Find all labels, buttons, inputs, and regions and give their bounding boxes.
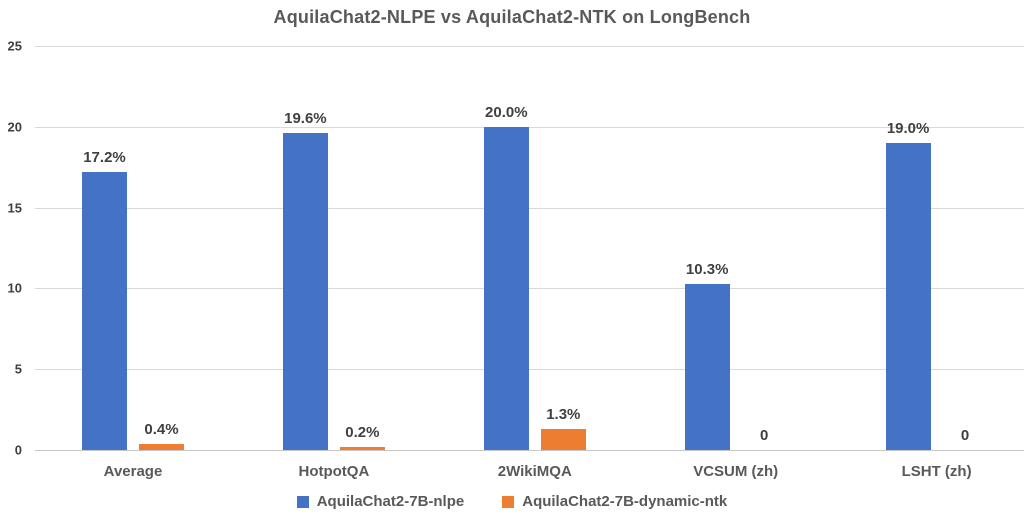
y-axis-tick-15: 15 bbox=[7, 200, 22, 216]
bar-AquilaChat2-7B-dynamic-ntk-HotpotQA bbox=[339, 446, 385, 450]
legend: AquilaChat2-7B-nlpe AquilaChat2-7B-dynam… bbox=[0, 493, 1024, 510]
bar-AquilaChat2-7B-nlpe-HotpotQA bbox=[282, 133, 328, 450]
bar-AquilaChat2-7B-dynamic-ntk-2WikiMQA bbox=[540, 428, 586, 450]
chart-title: AquilaChat2-NLPE vs AquilaChat2-NTK on L… bbox=[273, 7, 751, 27]
value-label-AquilaChat2-7B-nlpe-HotpotQA: 19.6% bbox=[284, 110, 327, 128]
gridline-15 bbox=[35, 207, 1024, 209]
gridline-10 bbox=[35, 288, 1024, 290]
x-axis-label-LSHT (zh): LSHT (zh) bbox=[901, 463, 972, 480]
bar-AquilaChat2-7B-nlpe-2WikiMQA bbox=[483, 126, 529, 450]
bar-AquilaChat2-7B-nlpe-VCSUM (zh) bbox=[684, 283, 730, 450]
gridline-20 bbox=[35, 126, 1024, 128]
legend-item-nlpe: AquilaChat2-7B-nlpe bbox=[296, 493, 465, 510]
value-label-AquilaChat2-7B-dynamic-ntk-2WikiMQA: 1.3% bbox=[546, 405, 581, 423]
value-label-AquilaChat2-7B-nlpe-2WikiMQA: 20.0% bbox=[485, 103, 528, 121]
y-axis-tick-20: 20 bbox=[7, 119, 22, 135]
legend-swatch-nlpe bbox=[296, 495, 309, 508]
y-axis-tick-0: 0 bbox=[14, 442, 22, 458]
value-label-AquilaChat2-7B-nlpe-Average: 17.2% bbox=[83, 149, 126, 167]
y-axis-tick-25: 25 bbox=[7, 38, 22, 54]
legend-item-dynamic-ntk: AquilaChat2-7B-dynamic-ntk bbox=[502, 493, 727, 510]
y-axis-tick-5: 5 bbox=[14, 361, 22, 377]
value-label-AquilaChat2-7B-nlpe-LSHT (zh): 19.0% bbox=[886, 119, 930, 137]
legend-label-dynamic-ntk: AquilaChat2-7B-dynamic-ntk bbox=[522, 493, 728, 510]
value-label-AquilaChat2-7B-dynamic-ntk-HotpotQA: 0.2% bbox=[345, 423, 380, 441]
gridline-25 bbox=[35, 46, 1024, 47]
bar-AquilaChat2-7B-dynamic-ntk-Average bbox=[139, 443, 184, 450]
x-axis-label-HotpotQA: HotpotQA bbox=[298, 463, 370, 480]
bar-AquilaChat2-7B-nlpe-LSHT (zh) bbox=[885, 142, 931, 450]
value-label-AquilaChat2-7B-dynamic-ntk-LSHT (zh): 0 bbox=[960, 427, 970, 444]
gridline-5 bbox=[35, 369, 1024, 371]
x-axis-label-VCSUM (zh): VCSUM (zh) bbox=[693, 463, 779, 480]
value-label-AquilaChat2-7B-dynamic-ntk-Average: 0.4% bbox=[144, 420, 179, 438]
y-axis-tick-10: 10 bbox=[7, 280, 22, 296]
legend-label-nlpe: AquilaChat2-7B-nlpe bbox=[316, 493, 465, 510]
value-label-AquilaChat2-7B-nlpe-VCSUM (zh): 10.3% bbox=[685, 260, 729, 278]
value-label-AquilaChat2-7B-dynamic-ntk-VCSUM (zh): 0 bbox=[760, 427, 769, 444]
legend-swatch-dynamic-ntk bbox=[502, 495, 515, 508]
bar-AquilaChat2-7B-nlpe-Average bbox=[82, 172, 127, 450]
x-axis-label-Average: Average bbox=[103, 463, 163, 480]
gridline-0 bbox=[35, 450, 1024, 451]
x-axis-label-2WikiMQA: 2WikiMQA bbox=[497, 463, 572, 480]
